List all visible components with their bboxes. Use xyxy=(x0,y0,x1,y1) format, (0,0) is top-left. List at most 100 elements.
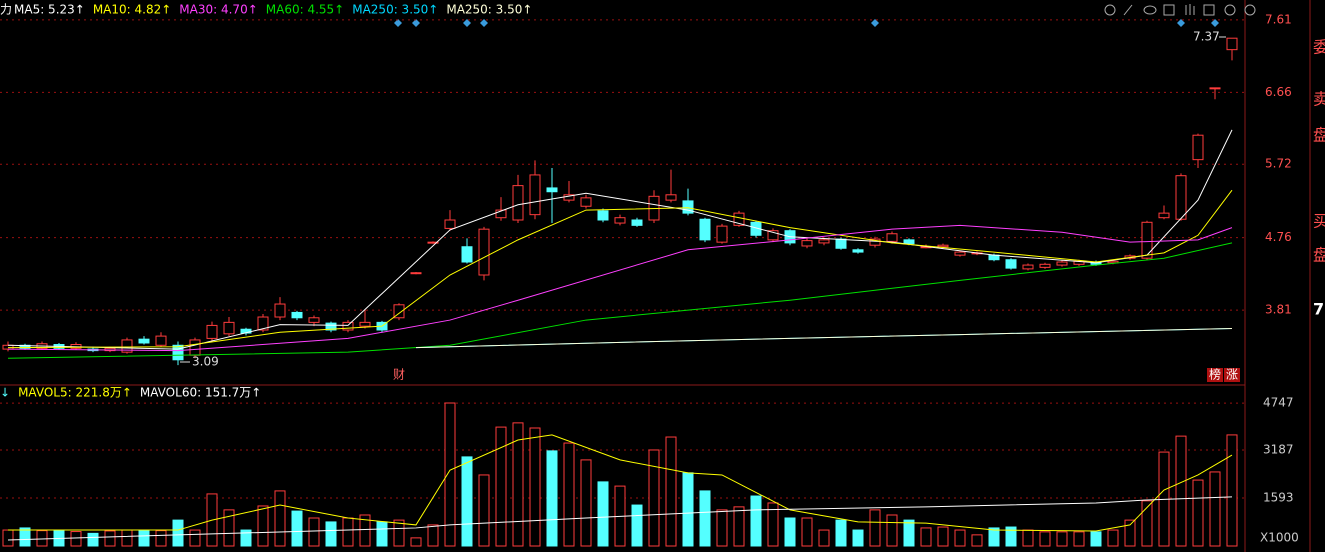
volume-bar xyxy=(1141,500,1153,547)
candle-body xyxy=(954,251,966,256)
ma-line xyxy=(7,242,1233,359)
candle-body xyxy=(665,194,677,201)
y-tick-label: 4.76 xyxy=(1265,230,1292,244)
candle-body xyxy=(767,230,779,241)
candle-body xyxy=(852,249,864,253)
candle-body xyxy=(291,311,303,319)
candle-body xyxy=(1175,175,1187,220)
y-tick-label: 3187 xyxy=(1263,443,1294,457)
candle-body xyxy=(138,338,150,344)
candle-body xyxy=(342,321,354,331)
volume-bar xyxy=(70,531,82,547)
candle-body xyxy=(1209,87,1221,90)
y-tick-label: 5.72 xyxy=(1265,157,1292,171)
volume-bar xyxy=(954,529,966,547)
mavol-line xyxy=(7,496,1233,541)
candle-body xyxy=(172,344,184,361)
event-box xyxy=(1207,368,1223,382)
event-marker[interactable] xyxy=(394,19,402,27)
volume-bar xyxy=(920,527,932,547)
event-marker[interactable] xyxy=(463,19,471,27)
candle-body xyxy=(1226,37,1238,51)
volume-bar xyxy=(1056,531,1068,547)
volume-bar xyxy=(240,529,252,547)
fullscreen-icon[interactable] xyxy=(1203,4,1215,16)
y-unit-label: X1000 xyxy=(1260,531,1299,545)
volume-bar xyxy=(699,490,711,547)
ma-line xyxy=(7,224,1233,352)
candle-body xyxy=(733,212,745,226)
candle-body xyxy=(444,219,456,229)
volume-bar xyxy=(631,504,643,547)
volume-bar xyxy=(869,509,881,547)
volume-bar xyxy=(665,436,677,547)
y-tick-label: 7.61 xyxy=(1265,12,1292,26)
volume-bar xyxy=(155,530,167,547)
y-tick-label: 6.66 xyxy=(1265,85,1292,99)
volume-bar xyxy=(716,509,728,547)
sidebar-label: 委 xyxy=(1313,38,1325,57)
candle-body xyxy=(869,238,881,246)
candle-body xyxy=(1107,260,1119,264)
volume-bar xyxy=(529,427,541,547)
volume-bar xyxy=(359,514,371,547)
lock-icon[interactable] xyxy=(1163,4,1175,16)
mavol-line xyxy=(8,434,1233,532)
event-marker[interactable] xyxy=(1211,19,1219,27)
candle-body xyxy=(206,324,218,339)
event-label: 财 xyxy=(393,368,405,382)
volume-bar xyxy=(19,527,31,547)
volume-bar xyxy=(1039,531,1051,547)
event-label: 涨 xyxy=(1226,367,1238,382)
event-marker[interactable] xyxy=(1177,19,1185,27)
candle-body xyxy=(818,239,830,244)
candle-body xyxy=(614,217,626,224)
view-icon[interactable] xyxy=(1143,5,1157,15)
sidebar-label: 卖 xyxy=(1313,90,1325,109)
sidebar-label: 7. xyxy=(1313,300,1325,319)
candle-body xyxy=(308,317,320,323)
candle-body xyxy=(801,240,813,247)
event-marker[interactable] xyxy=(412,19,420,27)
volume-bar xyxy=(1175,435,1187,547)
zoom-in-icon[interactable] xyxy=(1224,4,1236,16)
candle-body xyxy=(937,244,949,248)
candle-body xyxy=(427,241,439,244)
volume-bar xyxy=(393,519,405,547)
candle-body xyxy=(325,322,337,331)
candle-body xyxy=(257,316,269,331)
volume-bar xyxy=(308,517,320,547)
volume-bar xyxy=(1022,529,1034,547)
indicator-label: MA60: 4.55↑ xyxy=(266,3,344,17)
candle-body xyxy=(223,321,235,335)
candle-body xyxy=(410,272,422,275)
volume-bar xyxy=(648,449,660,547)
volume-bar xyxy=(835,519,847,547)
event-marker[interactable] xyxy=(480,19,488,27)
volume-bar xyxy=(121,529,133,547)
low-annotation: 3.09 xyxy=(192,355,219,369)
candle-body xyxy=(835,238,847,249)
volume-bar xyxy=(580,459,592,547)
settings-icon[interactable] xyxy=(1104,4,1116,16)
candle-body xyxy=(189,339,201,356)
volume-bar xyxy=(818,529,830,547)
volume-bar xyxy=(2,529,14,547)
candle-body xyxy=(597,210,609,221)
event-marker[interactable] xyxy=(871,19,879,27)
volume-bar xyxy=(1124,519,1136,547)
candle-body xyxy=(580,197,592,207)
zoom-out-icon[interactable] xyxy=(1244,4,1256,16)
draw-icon[interactable] xyxy=(1123,4,1133,16)
ma-line xyxy=(7,189,1233,349)
y-tick-label: 1593 xyxy=(1263,491,1294,505)
volume-bar xyxy=(597,481,609,547)
volume-bar xyxy=(750,495,762,547)
hand-icon[interactable] xyxy=(1185,4,1195,15)
volume-bar xyxy=(257,505,269,547)
volume-bar xyxy=(1090,531,1102,547)
volume-bar xyxy=(1209,471,1221,547)
indicator-label: MA10: 4.82↑ xyxy=(93,3,171,17)
volume-bar xyxy=(937,526,949,547)
